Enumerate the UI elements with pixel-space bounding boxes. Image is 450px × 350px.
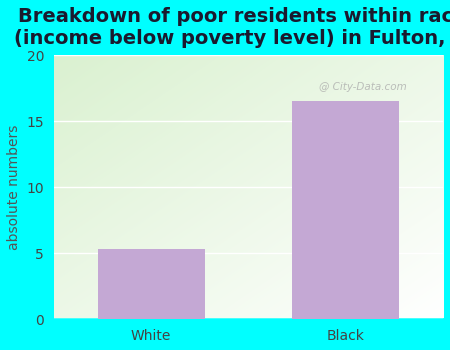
- Y-axis label: absolute numbers: absolute numbers: [7, 125, 21, 250]
- Bar: [98, 249, 205, 319]
- Title: Breakdown of poor residents within races
(income below poverty level) in Fulton,: Breakdown of poor residents within races…: [14, 7, 450, 48]
- Bar: [292, 101, 399, 319]
- Text: @ City-Data.com: @ City-Data.com: [319, 82, 406, 92]
